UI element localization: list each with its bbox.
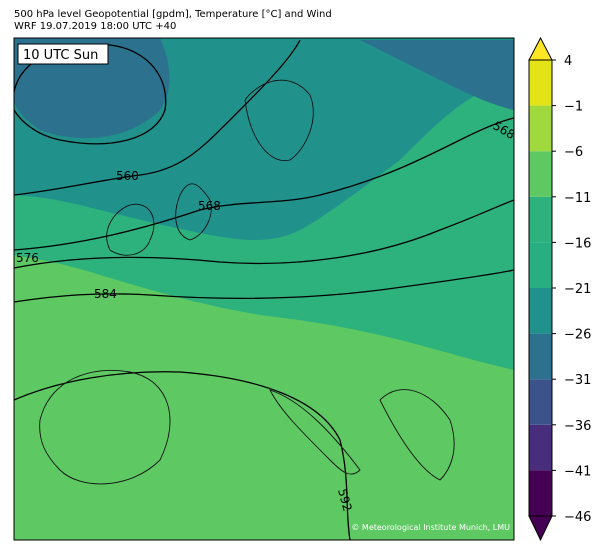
- credit: © Meteorological Institute Munich, LMU: [351, 523, 510, 532]
- colorbar-band: [529, 242, 552, 288]
- contour-label: 584: [94, 287, 117, 301]
- colorbar-band: [529, 424, 552, 471]
- map: 560 568 568 576 584 592 10 UTC Sun © Met…: [13, 37, 517, 541]
- temperature-zone: [360, 40, 514, 110]
- colorbar-band: [529, 196, 552, 243]
- contour-line: [13, 371, 351, 541]
- colorbar-tick-label: −11: [564, 191, 591, 206]
- colorbar-tick-label: −6: [564, 145, 583, 160]
- colorbar-tick-label: −21: [564, 282, 591, 297]
- colorbar-band: [529, 470, 552, 516]
- contour-label: 568: [198, 199, 221, 213]
- colorbar-band: [529, 105, 552, 152]
- colorbar-band: [529, 333, 552, 380]
- coastline: [39, 79, 455, 485]
- colorbar: −46 −41 −36 −31 −26 −21 −16 −11 −6 −1 4: [528, 36, 591, 542]
- contour-label: 592: [335, 487, 354, 513]
- colorbar-tick-label: −36: [564, 419, 591, 434]
- time-label: 10 UTC Sun: [23, 48, 98, 63]
- contour-line: [13, 199, 515, 269]
- contour-line: [13, 39, 301, 196]
- contour-line: [13, 269, 515, 303]
- contour-label: 560: [116, 169, 139, 183]
- colorbar-band: [529, 379, 552, 425]
- colorbar-band: [529, 288, 552, 334]
- colorbar-tick-label: −31: [564, 373, 591, 388]
- title-line: WRF 19.07.2019 18:00 UTC +40: [14, 21, 176, 32]
- contour-line: [13, 117, 515, 251]
- colorbar-band: [529, 151, 552, 197]
- colorbar-tick-label: −46: [564, 510, 591, 525]
- colorbar-band: [529, 60, 552, 106]
- colorbar-extend: [528, 515, 553, 542]
- time-label-box: [17, 43, 109, 65]
- map-frame: [13, 37, 515, 541]
- title-line: 500 hPa level Geopotential [gpdm], Tempe…: [14, 9, 332, 20]
- colorbar-tick-label: −16: [564, 236, 591, 251]
- colorbar-tick-label: −26: [564, 328, 591, 343]
- contour-label: 576: [16, 251, 39, 265]
- colorbar-tick-label: −41: [564, 464, 591, 479]
- colorbar-tick-label: −1: [564, 100, 583, 115]
- colorbar-extend: [528, 36, 553, 61]
- colorbar-tick-label: 4: [564, 54, 572, 69]
